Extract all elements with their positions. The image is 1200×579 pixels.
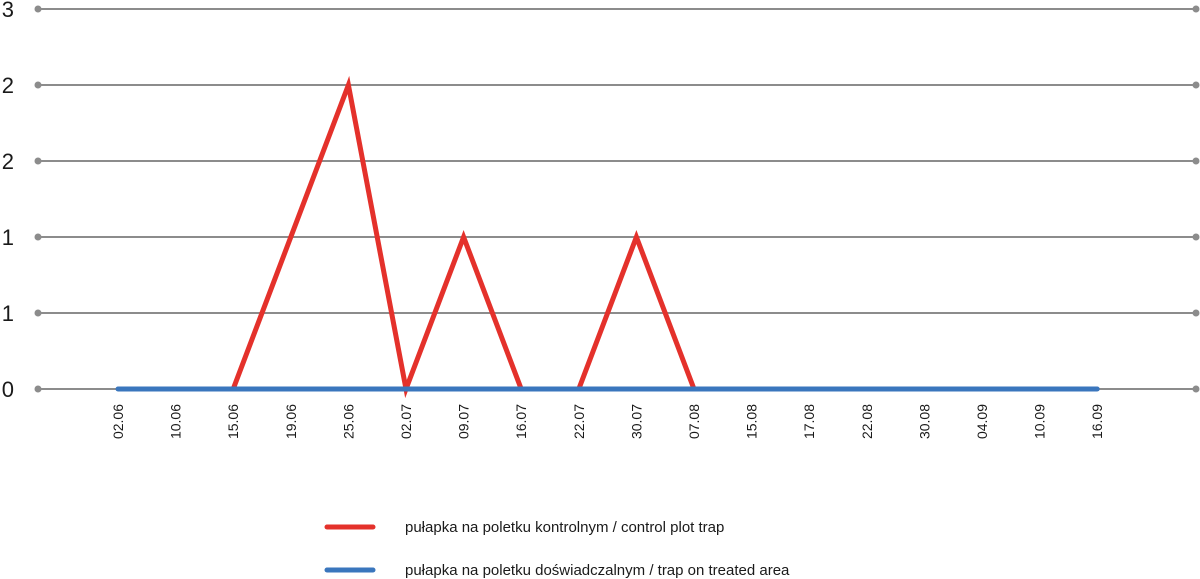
series-line-control — [230, 75, 697, 399]
gridline-end-dot — [1192, 233, 1200, 241]
x-tick-label: 10.09 — [1032, 404, 1048, 439]
gridline-end-dot — [1192, 385, 1200, 393]
y-tick-label: 0 — [2, 377, 14, 402]
gridline-end-dot — [34, 5, 42, 13]
x-tick-label: 10.06 — [168, 404, 184, 439]
x-tick-label: 22.08 — [859, 404, 875, 439]
x-tick-label: 09.07 — [456, 404, 472, 439]
x-tick-label: 30.08 — [916, 404, 932, 439]
gridline-end-dot — [34, 157, 42, 165]
gridline-end-dot — [34, 233, 42, 241]
x-tick-label: 15.06 — [225, 404, 241, 439]
gridline-end-dot — [34, 309, 42, 317]
legend-label-treated: pułapka na poletku doświadczalnym / trap… — [405, 562, 790, 579]
x-tick-label: 30.07 — [628, 404, 644, 439]
x-tick-label: 25.06 — [340, 404, 356, 439]
gridline-end-dot — [34, 385, 42, 393]
x-tick-label: 02.07 — [398, 404, 414, 439]
x-tick-label: 02.06 — [110, 404, 126, 439]
legend: pułapka na poletku kontrolnym / control … — [324, 519, 790, 579]
gridline-end-dot — [1192, 157, 1200, 165]
y-tick-label: 3 — [2, 0, 14, 22]
gridline-end-dot — [1192, 309, 1200, 317]
y-tick-label: 1 — [2, 301, 14, 326]
x-tick-label: 07.08 — [686, 404, 702, 439]
legend-label-control: pułapka na poletku kontrolnym / control … — [405, 519, 724, 536]
gridline-end-dot — [34, 81, 42, 89]
series-lines — [115, 75, 1100, 399]
gridline-end-dot — [1192, 5, 1200, 13]
x-tick-label: 22.07 — [571, 404, 587, 439]
x-tick-label: 19.06 — [283, 404, 299, 439]
y-axis-tick-labels: 0 1 1 2 2 3 — [2, 0, 14, 402]
x-tick-label: 16.09 — [1089, 404, 1105, 439]
y-tick-label: 2 — [2, 149, 14, 174]
x-tick-label: 15.08 — [744, 404, 760, 439]
y-tick-label: 1 — [2, 225, 14, 250]
x-tick-label: 16.07 — [513, 404, 529, 439]
y-tick-label: 2 — [2, 73, 14, 98]
x-axis-tick-labels: 02.06 10.06 15.06 19.06 25.06 02.07 09.07 16.07… — [110, 404, 1105, 439]
x-tick-label: 04.09 — [974, 404, 990, 439]
x-tick-label: 17.08 — [801, 404, 817, 439]
gridline-end-dot — [1192, 81, 1200, 89]
grid-lines — [34, 5, 1200, 393]
